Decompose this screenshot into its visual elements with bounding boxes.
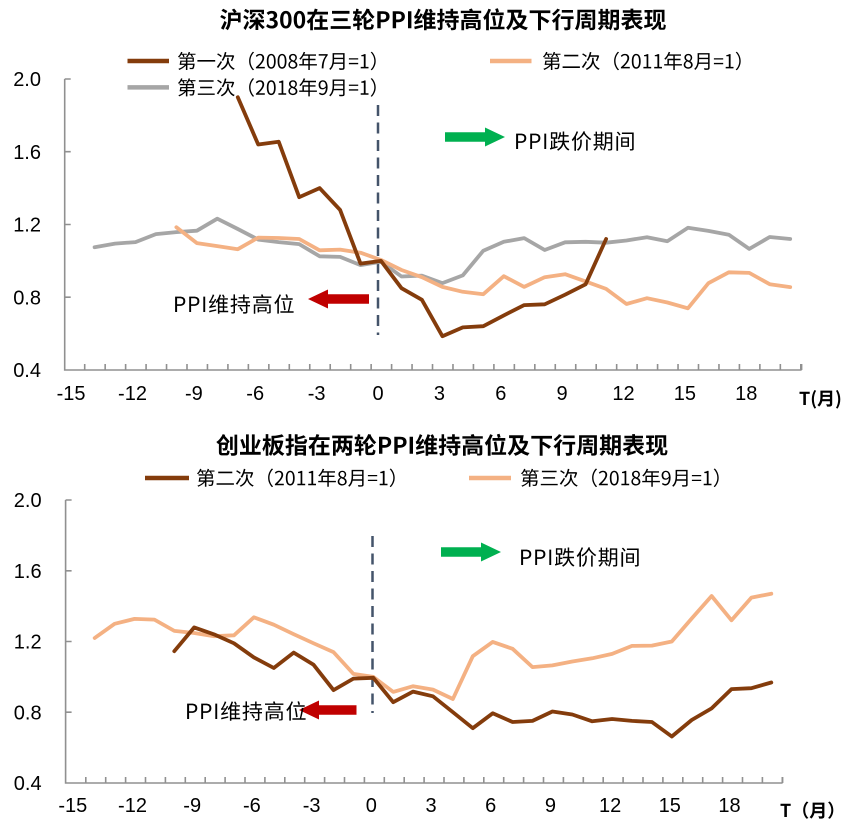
svg-text:3: 3 xyxy=(434,383,445,405)
svg-text:0.8: 0.8 xyxy=(14,703,42,725)
svg-text:-3: -3 xyxy=(303,795,321,817)
svg-text:2.0: 2.0 xyxy=(14,490,42,512)
svg-text:15: 15 xyxy=(674,383,696,405)
svg-text:15: 15 xyxy=(659,795,681,817)
svg-text:6: 6 xyxy=(485,795,496,817)
svg-text:0.4: 0.4 xyxy=(13,360,41,382)
svg-text:-6: -6 xyxy=(246,383,264,405)
svg-text:0: 0 xyxy=(366,795,377,817)
svg-text:1.6: 1.6 xyxy=(14,561,42,583)
svg-text:-9: -9 xyxy=(185,383,203,405)
svg-text:-12: -12 xyxy=(118,383,147,405)
svg-text:2.0: 2.0 xyxy=(13,69,41,91)
svg-text:12: 12 xyxy=(612,383,634,405)
svg-text:-6: -6 xyxy=(243,795,261,817)
svg-text:-12: -12 xyxy=(118,795,147,817)
svg-text:0.8: 0.8 xyxy=(13,287,41,309)
svg-text:3: 3 xyxy=(425,795,436,817)
svg-text:6: 6 xyxy=(495,383,506,405)
svg-text:0: 0 xyxy=(372,383,383,405)
svg-text:12: 12 xyxy=(599,795,621,817)
svg-text:18: 18 xyxy=(735,383,757,405)
svg-text:-15: -15 xyxy=(58,795,87,817)
svg-text:0.4: 0.4 xyxy=(14,773,42,795)
svg-text:-15: -15 xyxy=(57,383,86,405)
svg-text:1.6: 1.6 xyxy=(13,142,41,164)
svg-text:9: 9 xyxy=(557,383,568,405)
svg-text:-3: -3 xyxy=(308,383,326,405)
svg-text:18: 18 xyxy=(718,795,740,817)
svg-text:9: 9 xyxy=(545,795,556,817)
svg-text:-9: -9 xyxy=(183,795,201,817)
svg-text:1.2: 1.2 xyxy=(13,215,41,237)
svg-text:1.2: 1.2 xyxy=(14,632,42,654)
